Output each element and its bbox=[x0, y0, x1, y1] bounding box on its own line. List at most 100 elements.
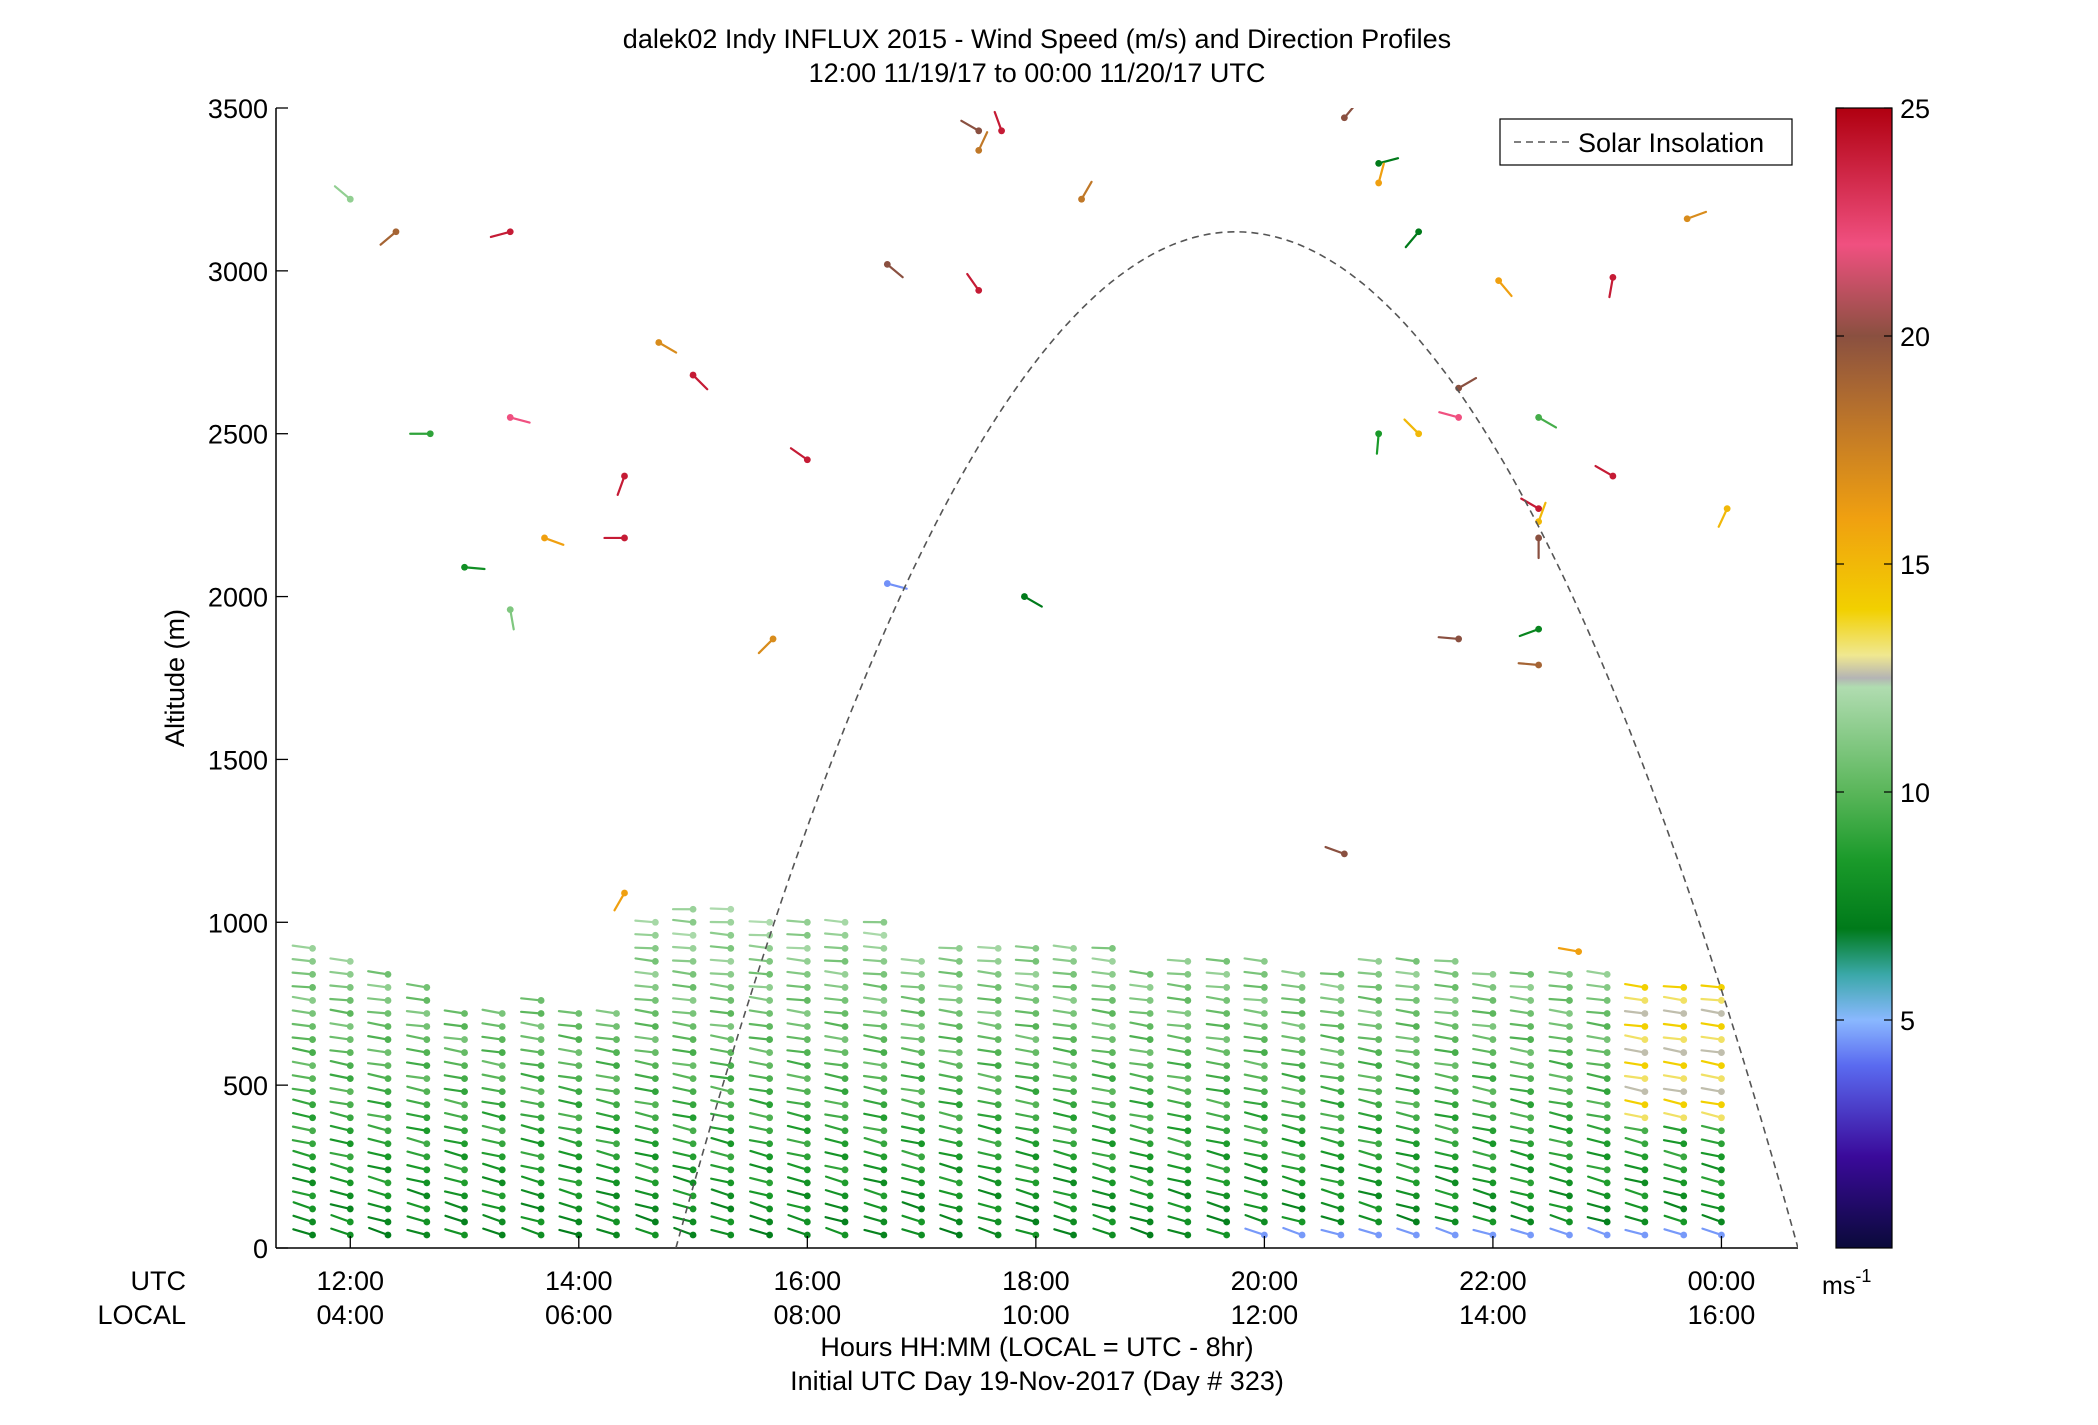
profile-barb bbox=[1663, 1047, 1688, 1056]
profile-barb-dot bbox=[689, 931, 697, 939]
profile-barb bbox=[367, 1175, 392, 1187]
profile-barb bbox=[292, 1201, 316, 1213]
upper-barb bbox=[883, 580, 908, 590]
profile-barb-dot bbox=[727, 944, 735, 952]
profile-barb bbox=[329, 1022, 354, 1030]
upper-barb-dot bbox=[1575, 948, 1583, 955]
profile-barb-dot bbox=[651, 971, 659, 978]
profile-barb bbox=[1624, 1164, 1649, 1174]
profile-barb-dot bbox=[1451, 1075, 1459, 1083]
profile-barb-dot bbox=[880, 918, 888, 926]
profile-barb-dot bbox=[613, 1231, 620, 1239]
profile-barb-dot bbox=[1641, 1192, 1649, 1200]
profile-barb bbox=[405, 982, 431, 991]
profile-barb-dot bbox=[1223, 1192, 1231, 1200]
profile-barb-dot bbox=[880, 1218, 888, 1226]
profile-barb bbox=[672, 1189, 697, 1200]
profile-barb bbox=[634, 944, 659, 952]
profile-barb-dot bbox=[1223, 1101, 1231, 1109]
profile-barb-dot bbox=[1680, 1062, 1688, 1069]
profile-barb-dot bbox=[1375, 1036, 1383, 1043]
profile-barb bbox=[367, 1048, 392, 1056]
profile-barb-dot bbox=[575, 1140, 583, 1148]
profile-barb bbox=[1357, 1074, 1383, 1083]
profile-barb bbox=[1472, 1047, 1497, 1056]
profile-barb bbox=[1358, 1149, 1383, 1161]
profile-barb-dot bbox=[1032, 1127, 1040, 1135]
profile-barb-dot bbox=[1337, 1140, 1345, 1148]
profile-barb bbox=[1624, 1047, 1649, 1056]
y-tick-label: 3000 bbox=[208, 257, 268, 287]
profile-barb-dot bbox=[1451, 1049, 1459, 1056]
profile-barb bbox=[977, 983, 1002, 991]
profile-barb bbox=[1320, 1228, 1345, 1239]
profile-barb bbox=[558, 1177, 583, 1187]
profile-barb-dot bbox=[1718, 1010, 1725, 1017]
profile-barb bbox=[1014, 996, 1040, 1004]
profile-barb-dot bbox=[1223, 1049, 1231, 1056]
profile-barb bbox=[443, 1139, 468, 1148]
profile-barb bbox=[1052, 1009, 1077, 1017]
profile-barb bbox=[900, 1074, 925, 1083]
profile-barb-dot bbox=[1603, 1062, 1611, 1069]
profile-barb-dot bbox=[1184, 1166, 1192, 1174]
profile-barb bbox=[1701, 1162, 1725, 1174]
profile-barb-dot bbox=[1603, 984, 1611, 991]
profile-barb bbox=[863, 1034, 888, 1043]
profile-barb-dot bbox=[575, 1166, 583, 1174]
profile-barb bbox=[1091, 944, 1116, 952]
profile-barb-dot bbox=[841, 1205, 849, 1213]
profile-barb bbox=[1052, 984, 1077, 991]
profile-barb-dot bbox=[955, 1075, 963, 1083]
profile-barb bbox=[900, 1060, 925, 1069]
profile-barb bbox=[786, 1049, 811, 1056]
profile-barb-dot bbox=[918, 1179, 925, 1187]
profile-barb-dot bbox=[1070, 1205, 1077, 1213]
profile-barb bbox=[367, 1113, 392, 1122]
profile-barb bbox=[558, 1215, 583, 1226]
profile-barb bbox=[1395, 1035, 1420, 1043]
profile-barb bbox=[1014, 1023, 1040, 1030]
profile-barb-dot bbox=[309, 1127, 316, 1135]
profile-barb-dot bbox=[461, 1049, 468, 1056]
profile-barb-dot bbox=[1718, 1205, 1725, 1213]
profile-barb-dot bbox=[1146, 1062, 1154, 1069]
profile-barb-dot bbox=[537, 1101, 545, 1109]
profile-barb bbox=[1548, 1203, 1573, 1213]
profile-barb-dot bbox=[803, 1140, 811, 1148]
profile-barb bbox=[748, 995, 774, 1004]
profile-barb-dot bbox=[1223, 1179, 1231, 1187]
profile-barb-dot bbox=[1412, 957, 1420, 965]
profile-barb-dot bbox=[498, 1114, 506, 1122]
profile-barb bbox=[863, 1061, 888, 1069]
profile-barb bbox=[1281, 1202, 1306, 1213]
profile-barb bbox=[1281, 1113, 1306, 1122]
profile-barb-dot bbox=[651, 1127, 659, 1135]
profile-barb-dot bbox=[1603, 1075, 1611, 1083]
profile-barb-dot bbox=[727, 1023, 735, 1030]
profile-barb bbox=[558, 1085, 583, 1096]
profile-barb bbox=[1624, 1177, 1649, 1187]
profile-barb bbox=[1663, 1214, 1688, 1226]
profile-barb bbox=[596, 1228, 620, 1239]
upper-barb-dot bbox=[883, 260, 891, 268]
profile-barb-dot bbox=[1375, 1179, 1383, 1187]
profile-barb-dot bbox=[841, 1166, 849, 1174]
profile-barb-dot bbox=[346, 1075, 354, 1083]
profile-barb bbox=[977, 944, 1002, 952]
profile-barb bbox=[786, 1035, 811, 1043]
profile-barb bbox=[1015, 1188, 1040, 1200]
profile-barb bbox=[596, 1163, 620, 1174]
profile-barb bbox=[863, 1112, 888, 1122]
profile-barb bbox=[1091, 1008, 1116, 1017]
profile-barb-dot bbox=[1337, 1114, 1345, 1122]
x-tick-label-local: 06:00 bbox=[545, 1300, 613, 1330]
profile-barb bbox=[558, 1164, 583, 1174]
profile-barb-dot bbox=[423, 1192, 431, 1200]
profile-barb bbox=[977, 1099, 1002, 1109]
profile-barb bbox=[901, 1149, 925, 1161]
upper-barb bbox=[1324, 845, 1348, 858]
profile-barb-dot bbox=[1146, 1205, 1154, 1213]
profile-barb-dot bbox=[613, 1153, 620, 1161]
profile-barb-dot bbox=[766, 997, 774, 1004]
